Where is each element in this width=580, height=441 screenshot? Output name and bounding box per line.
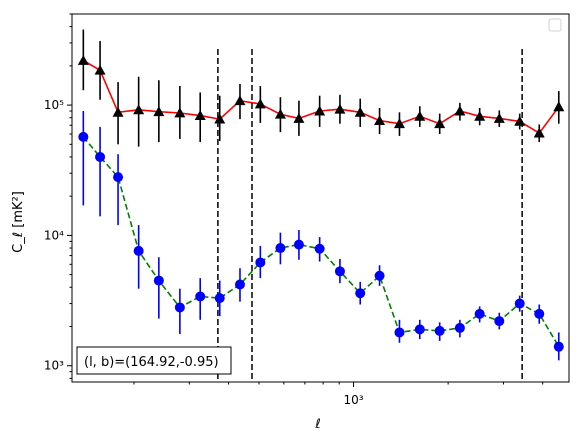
legend-box	[549, 19, 561, 31]
x-axis-label: ℓ	[314, 417, 320, 432]
marker-s2-10	[255, 257, 265, 267]
marker-s2-13	[315, 244, 325, 254]
marker-s2-1	[78, 132, 88, 142]
marker-s2-21	[475, 309, 485, 319]
marker-s2-2	[95, 152, 105, 162]
marker-s2-22	[494, 316, 504, 326]
marker-s2-17	[394, 327, 404, 337]
marker-s2-24	[534, 309, 544, 319]
marker-s2-7	[195, 291, 205, 301]
y-tick-label-2: 10⁴	[44, 228, 64, 242]
plot-area	[72, 14, 569, 382]
marker-s2-20	[455, 323, 465, 333]
marker-s2-6	[175, 302, 185, 312]
x-tick-label-1: 10³	[344, 393, 364, 407]
marker-s2-4	[134, 246, 144, 256]
marker-s2-12	[294, 240, 304, 250]
marker-s2-11	[275, 243, 285, 253]
marker-s2-16	[375, 271, 385, 281]
y-tick-label-3: 10⁵	[44, 98, 64, 112]
marker-s2-14	[335, 266, 345, 276]
marker-s2-3	[113, 172, 123, 182]
marker-s2-25	[554, 342, 564, 352]
y-axis-label: C_ℓ [mK²]	[11, 191, 26, 253]
marker-s2-23	[515, 299, 525, 309]
marker-s2-9	[235, 279, 245, 289]
y-tick-label-1: 10³	[44, 359, 64, 373]
marker-s2-19	[435, 326, 445, 336]
marker-s2-18	[415, 324, 425, 334]
marker-s2-8	[215, 293, 225, 303]
marker-s2-5	[154, 276, 164, 286]
marker-s2-15	[355, 288, 365, 298]
annotation-text: (l, b)=(164.92,-0.95)	[84, 355, 219, 370]
